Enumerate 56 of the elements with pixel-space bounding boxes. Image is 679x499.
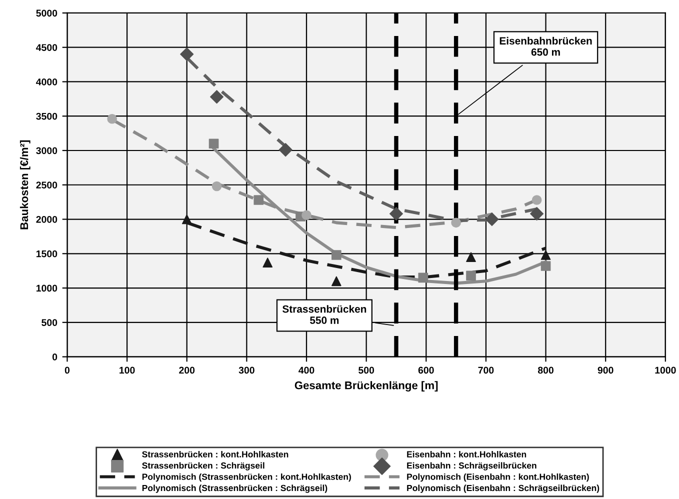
point — [331, 276, 342, 286]
point — [418, 272, 428, 283]
legend-label: Polynomisch (Eisenbahn : Schrägseilbrücken) — [407, 484, 600, 493]
x-tick-label: 300 — [238, 366, 254, 374]
point — [208, 138, 219, 149]
point — [182, 214, 192, 224]
point — [389, 206, 404, 221]
legend-label: Strassenbrücken : kont.Hohlkasten — [142, 450, 288, 458]
legend-label: Eisenbahn : kont.Hohlkasten — [407, 450, 526, 458]
point — [466, 252, 476, 262]
x-tick-label: 600 — [418, 366, 434, 374]
point — [540, 250, 551, 260]
y-tick-label: 4000 — [36, 78, 58, 86]
point — [302, 210, 312, 220]
x-tick-label: 100 — [120, 366, 135, 374]
legend-label: Polynomisch (Strassenbrücken : kont.Hohlkasten) — [142, 473, 351, 482]
point — [180, 47, 194, 62]
y-tick-label: 1500 — [36, 250, 58, 258]
y-tick-label: 2500 — [36, 182, 58, 188]
point — [210, 90, 224, 104]
legend-label: Eisenbahn : Schrägseilbrücken — [407, 462, 536, 470]
point — [331, 250, 342, 260]
point — [107, 114, 118, 124]
y-tick-label: 500 — [42, 319, 58, 326]
y-tick-label: 3000 — [36, 147, 58, 154]
y-tick-label: 0 — [52, 354, 58, 360]
point — [254, 195, 264, 205]
y-tick-label: 2000 — [36, 216, 58, 223]
x-tick-label: 900 — [598, 366, 614, 374]
point — [485, 212, 499, 226]
point — [212, 181, 222, 192]
ref-line-label: Strassenbrücken 550 m — [282, 305, 366, 324]
y-tick-label: 3500 — [36, 112, 58, 120]
x-tick-label: 0 — [64, 366, 70, 374]
point — [540, 261, 551, 271]
point — [466, 270, 476, 281]
point — [530, 206, 544, 221]
legend-label: Strassenbrücken : Schrägseil — [142, 462, 264, 470]
legend-label: Polynomisch (Eisenbahn : kont.Hohlkasten) — [407, 473, 589, 482]
point — [262, 258, 273, 268]
x-tick-label: 400 — [298, 366, 314, 374]
y-axis-title: Baukosten [€/m²] — [20, 140, 30, 230]
y-tick-label: 4500 — [36, 44, 58, 51]
x-axis-title: Gesamte Brückenlänge [m] — [294, 381, 438, 392]
point — [278, 143, 292, 157]
legend-label: Polynomisch (Strassenbrücken : Schrägseil) — [142, 484, 328, 493]
x-tick-label: 800 — [538, 366, 554, 374]
x-tick-label: 200 — [179, 366, 195, 374]
x-tick-label: 500 — [358, 366, 374, 374]
y-tick-label: 1000 — [36, 284, 58, 292]
y-tick-label: 5000 — [36, 10, 58, 17]
x-tick-label: 1000 — [655, 366, 676, 374]
ref-line-label: Eisenbahnbrücken 650 m — [500, 36, 592, 56]
point — [532, 195, 542, 205]
x-tick-label: 700 — [478, 366, 494, 374]
point — [451, 218, 461, 228]
